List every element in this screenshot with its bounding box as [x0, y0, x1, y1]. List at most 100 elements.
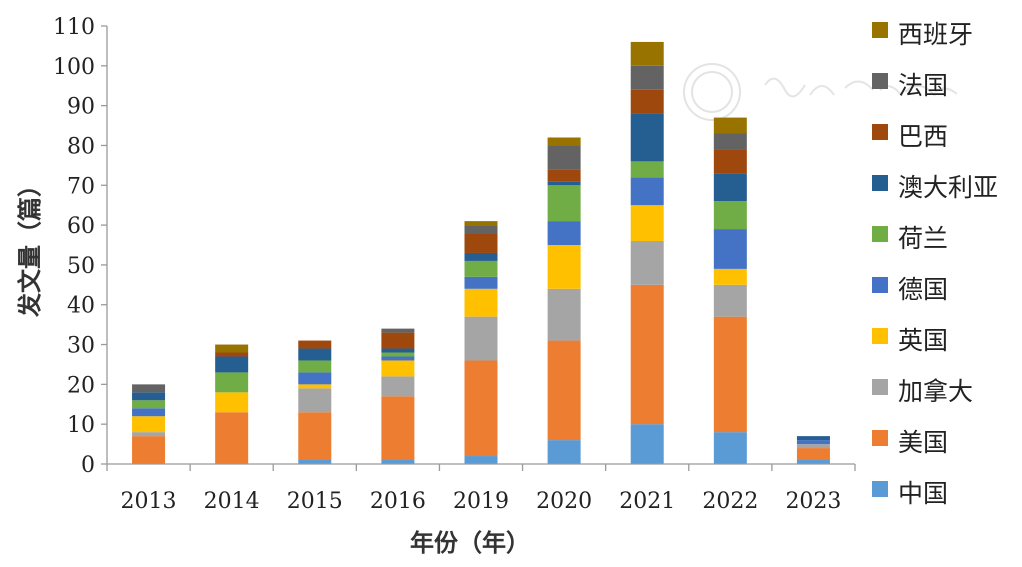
- bar-segment: [381, 332, 415, 349]
- y-tick-label: 70: [67, 174, 95, 199]
- bar-segment: [547, 440, 581, 464]
- y-tick-label: 10: [67, 413, 95, 438]
- bar-segment: [132, 400, 166, 409]
- bar-segment: [298, 340, 332, 349]
- bar-segment: [630, 424, 664, 464]
- y-tick-label: 90: [67, 95, 95, 120]
- x-tick-label: 2013: [121, 489, 177, 514]
- x-tick-label: 2020: [536, 489, 592, 514]
- bar-segment: [630, 89, 664, 114]
- bar-segment: [464, 276, 498, 289]
- bar-segment: [796, 460, 830, 464]
- bar-segment: [796, 436, 830, 441]
- bar-segment: [464, 252, 498, 261]
- legend-swatch: [872, 73, 888, 89]
- bar-segment: [547, 288, 581, 341]
- bar-segment: [713, 133, 747, 150]
- bar-segment: [796, 444, 830, 449]
- bar-segment: [464, 456, 498, 464]
- bar-segment: [713, 173, 747, 202]
- legend-swatch: [872, 328, 888, 344]
- bar-segment: [381, 460, 415, 464]
- bar-segment: [713, 229, 747, 269]
- y-tick-label: 0: [81, 453, 95, 478]
- axes-layer: 0 10 20 30 40 50 60 70 80 90 100 110 2013 2014 2015 201…: [53, 15, 856, 514]
- bar-segment: [630, 241, 664, 285]
- legend-label: 西班牙: [898, 20, 973, 49]
- legend-label: 荷兰: [898, 224, 948, 253]
- bar-segment: [132, 436, 166, 464]
- bar-segment: [381, 396, 415, 461]
- bar-segment: [547, 137, 581, 146]
- bar-segment: [713, 432, 747, 464]
- bar-segment: [464, 260, 498, 277]
- y-tick-label: 20: [67, 373, 95, 398]
- bar-segment: [630, 113, 664, 162]
- legend-label: 德国: [898, 275, 948, 304]
- watermark-seal: [683, 63, 958, 121]
- bar-segment: [132, 432, 166, 437]
- bar-segment: [630, 41, 664, 66]
- bar-segment: [464, 233, 498, 253]
- bar-segment: [381, 352, 415, 357]
- bar-segment: [547, 221, 581, 245]
- x-axis-title: 年份（年）: [410, 529, 530, 557]
- bar-segment: [132, 416, 166, 433]
- bar-segment: [713, 268, 747, 285]
- legend-swatch: [872, 481, 888, 497]
- legend-swatch: [872, 175, 888, 191]
- legend-label: 美国: [898, 428, 948, 457]
- bar-segment: [796, 448, 830, 461]
- bar-segment: [215, 352, 249, 357]
- bar-segment: [464, 360, 498, 457]
- bar-segment: [630, 65, 664, 90]
- legend-swatch: [872, 430, 888, 446]
- bar-segment: [547, 169, 581, 182]
- legend-label: 巴西: [898, 122, 948, 151]
- bar-segment: [547, 181, 581, 186]
- y-tick-label: 110: [53, 15, 95, 40]
- bar-segment: [713, 201, 747, 230]
- y-axis-title: 发文量（篇）: [16, 173, 44, 318]
- y-tick-label: 40: [67, 294, 95, 319]
- bar-segment: [713, 284, 747, 317]
- y-tick-label: 50: [67, 254, 95, 279]
- x-tick-label: 2022: [702, 489, 758, 514]
- bar-segment: [464, 225, 498, 234]
- legend-swatch: [872, 22, 888, 38]
- bar-segment: [547, 145, 581, 170]
- legend-swatch: [872, 379, 888, 395]
- y-tick-label: 80: [67, 134, 95, 159]
- x-tick-label: 2023: [785, 489, 841, 514]
- y-tick-label: 60: [67, 214, 95, 239]
- bar-segment: [713, 117, 747, 134]
- bar-segment: [713, 149, 747, 174]
- bar-segment: [215, 356, 249, 373]
- legend-swatch: [872, 277, 888, 293]
- bar-segment: [464, 288, 498, 317]
- x-tick-label: 2016: [370, 489, 426, 514]
- y-tick-label: 30: [67, 334, 95, 359]
- legend-label: 澳大利亚: [898, 173, 998, 202]
- bar-segment: [132, 408, 166, 417]
- x-tick-label: 2019: [453, 489, 509, 514]
- legend-label: 法国: [898, 71, 948, 100]
- bar-segment: [630, 205, 664, 242]
- bar-segment: [132, 384, 166, 393]
- bar-segment: [298, 384, 332, 389]
- legend-swatch: [872, 124, 888, 140]
- y-tick-label: 100: [53, 55, 95, 80]
- bar-segment: [630, 161, 664, 178]
- bar-segment: [381, 356, 415, 361]
- bar-segment: [298, 388, 332, 413]
- bar-segment: [215, 344, 249, 353]
- bar-segment: [298, 372, 332, 385]
- bar-segment: [547, 185, 581, 222]
- bar-segment: [381, 360, 415, 377]
- bar-segment: [630, 284, 664, 425]
- bar-segment: [132, 392, 166, 401]
- bar-segment: [215, 372, 249, 393]
- bar-segment: [547, 340, 581, 441]
- bar-segment: [796, 440, 830, 445]
